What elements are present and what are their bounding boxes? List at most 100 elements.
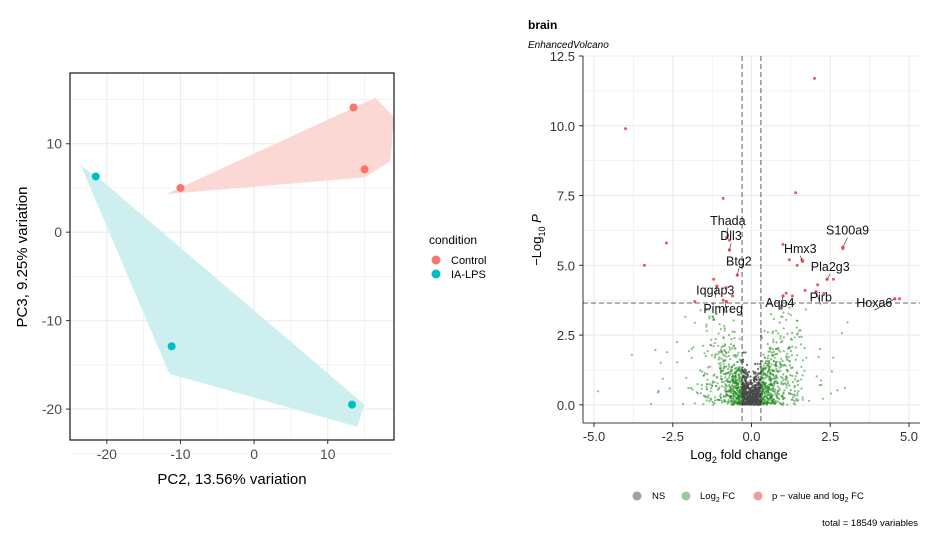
volcano-point-fc [717, 358, 720, 361]
volcano-point-fc [723, 327, 726, 330]
volcano-point-fc [736, 396, 739, 399]
volcano-point-fc [711, 400, 714, 404]
volcano-point-fc [785, 386, 788, 389]
volcano-point-fc [786, 380, 789, 383]
volcano-point-ns [752, 370, 755, 373]
volcano-point-fc [768, 376, 771, 379]
volcano-point-fc [723, 366, 726, 369]
legend-label-pvalue-log2fc: p − value and log2 FC [772, 491, 864, 504]
volcano-point-fc [781, 394, 784, 397]
volcano-point-fc [718, 386, 721, 389]
volcano-point-ns [754, 389, 758, 392]
volcano-point-fc [718, 366, 722, 369]
volcano-point-significant [781, 242, 785, 246]
volcano-point-ns [742, 386, 745, 389]
volcano-point-fc [717, 362, 721, 365]
volcano-point-fc [656, 391, 660, 394]
volcano-point-ns [752, 393, 756, 396]
volcano-point-fc [799, 329, 802, 332]
volcano-point-fc [717, 398, 721, 402]
volcano-point-fc [696, 383, 699, 386]
volcano-point-fc [735, 386, 738, 389]
volcano-point-fc [728, 365, 731, 368]
volcano-point-fc [771, 390, 774, 393]
volcano-point-fc [693, 402, 696, 405]
pca-y-tick-label: -20 [42, 401, 62, 417]
volcano-point-fc [720, 401, 724, 404]
volcano-point-fc [789, 314, 793, 317]
volcano-y-tick-label: 7.5 [557, 189, 575, 204]
volcano-point-fc [687, 387, 690, 390]
volcano-point-significant [831, 277, 835, 281]
volcano-point-fc [630, 353, 634, 356]
volcano-point-fc [702, 403, 705, 406]
volcano-point-fc [720, 375, 723, 378]
volcano-point-fc [687, 350, 691, 353]
volcano-point-ns [757, 386, 761, 389]
volcano-point-ns [741, 366, 744, 369]
volcano-point-ns [746, 374, 749, 377]
volcano-point-fc [728, 388, 731, 391]
volcano-point-fc [710, 344, 713, 347]
volcano-point-fc [684, 315, 687, 318]
volcano-point-ns [744, 372, 748, 376]
volcano-point-fc [782, 311, 785, 314]
volcano-point-fc [725, 365, 728, 368]
volcano-point-fc [724, 383, 727, 386]
volcano-point-fc [779, 369, 782, 372]
volcano-point-fc [793, 336, 796, 339]
volcano-point-fc [776, 385, 780, 388]
volcano-gene-label: Hmx3 [784, 242, 817, 256]
volcano-point-fc [771, 369, 774, 372]
volcano-point-fc [772, 338, 775, 341]
volcano-point-fc [709, 390, 712, 393]
volcano-point-ns [756, 400, 759, 403]
volcano-point-fc [779, 335, 782, 338]
volcano-point-fc [718, 323, 721, 326]
volcano-point-fc [790, 354, 794, 357]
volcano-point-fc [722, 372, 725, 376]
volcano-point-fc [721, 345, 725, 348]
volcano-point-fc [760, 392, 764, 395]
volcano-point-fc [804, 308, 808, 311]
volcano-point-fc [689, 386, 693, 390]
volcano-point-fc [774, 348, 778, 351]
volcano-point-fc [763, 356, 766, 359]
volcano-point-fc [817, 355, 820, 359]
volcano-point-fc [730, 310, 733, 313]
volcano-point-fc [779, 350, 782, 353]
legend-label-log2fc: Log2 FC [700, 491, 735, 504]
volcano-point-fc [764, 376, 767, 379]
volcano-point-fc [725, 395, 728, 398]
volcano-point-fc [728, 354, 731, 358]
pca-y-tick-label: 0 [54, 224, 62, 240]
volcano-point-fc [715, 312, 718, 315]
volcano-point-fc [761, 367, 764, 370]
volcano-point-fc [735, 370, 738, 373]
volcano-point-fc [781, 397, 785, 400]
volcano-point-fc [783, 363, 786, 366]
volcano-point-fc [782, 336, 786, 339]
volcano-point-fc [795, 333, 799, 336]
legend-key-ns [632, 491, 642, 501]
volcano-point-fc [782, 350, 785, 353]
volcano-point-fc [796, 319, 799, 322]
volcano-title: brain [528, 18, 557, 32]
volcano-point-fc [691, 388, 694, 391]
volcano-gene-label: Btg2 [726, 254, 752, 268]
volcano-point-ns [746, 363, 749, 366]
volcano-point-fc [734, 374, 737, 377]
legend-key-log2fc [681, 491, 691, 501]
volcano-point-ns [751, 400, 754, 404]
volcano-point-fc [725, 384, 729, 388]
volcano-point-fc [773, 380, 777, 383]
volcano-point-fc [690, 356, 693, 360]
volcano-point-ns [754, 372, 757, 375]
volcano-point-fc [739, 366, 742, 369]
legend-key-pvalue-log2fc [753, 491, 763, 501]
volcano-point-ns [757, 372, 760, 375]
volcano-point-fc [724, 376, 727, 379]
volcano-point-fc [732, 397, 735, 400]
volcano-point-fc [761, 374, 765, 377]
